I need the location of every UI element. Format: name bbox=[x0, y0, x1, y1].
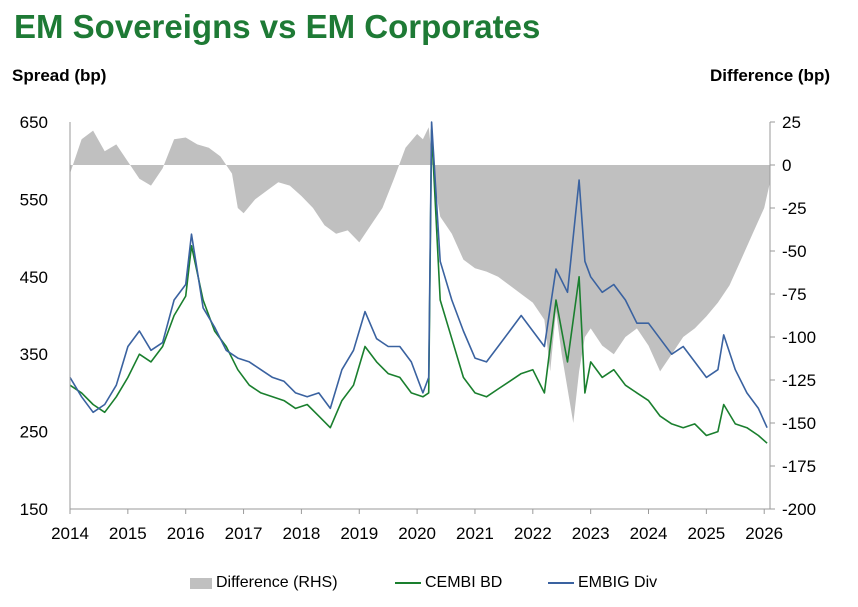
right-tick-label: -125 bbox=[782, 371, 816, 390]
right-tick-label: -200 bbox=[782, 500, 816, 519]
series-line-embig-div bbox=[69, 121, 768, 429]
x-tick-label: 2016 bbox=[167, 524, 205, 543]
left-tick-label: 450 bbox=[20, 268, 48, 287]
x-tick-label: 2021 bbox=[456, 524, 494, 543]
legend-item-cembi: CEMBI BD bbox=[395, 574, 502, 592]
x-tick-label: 2019 bbox=[340, 524, 378, 543]
x-tick-label: 2023 bbox=[572, 524, 610, 543]
right-tick-label: -150 bbox=[782, 414, 816, 433]
x-tick-label: 2025 bbox=[687, 524, 725, 543]
right-tick-label: -75 bbox=[782, 285, 807, 304]
right-axis-label: Difference (bp) bbox=[710, 66, 830, 85]
x-tick-label: 2026 bbox=[745, 524, 783, 543]
x-tick-label: 2015 bbox=[109, 524, 147, 543]
left-axis-label: Spread (bp) bbox=[12, 66, 107, 85]
right-tick-label: 0 bbox=[782, 156, 791, 175]
right-tick-label: -50 bbox=[782, 242, 807, 261]
legend-swatch-embig bbox=[548, 582, 574, 584]
x-tick-label: 2017 bbox=[225, 524, 263, 543]
series-line-cembi-bd bbox=[69, 128, 768, 444]
difference-area bbox=[70, 127, 770, 423]
right-tick-label: -25 bbox=[782, 199, 807, 218]
legend-label-difference: Difference (RHS) bbox=[216, 574, 338, 591]
x-tick-label: 2022 bbox=[514, 524, 552, 543]
right-tick-label: 25 bbox=[782, 113, 801, 132]
legend-swatch-difference bbox=[190, 577, 212, 589]
left-tick-label: 250 bbox=[20, 423, 48, 442]
x-tick-label: 2020 bbox=[398, 524, 436, 543]
x-tick-label: 2018 bbox=[282, 524, 320, 543]
chart-legend: Difference (RHS) CEMBI BD EMBIG Div bbox=[0, 574, 858, 598]
legend-item-difference: Difference (RHS) bbox=[190, 574, 338, 592]
x-tick-label: 2014 bbox=[51, 524, 89, 543]
x-tick-label: 2024 bbox=[630, 524, 668, 543]
legend-item-embig: EMBIG Div bbox=[548, 574, 657, 592]
chart-title: EM Sovereigns vs EM Corporates bbox=[14, 8, 541, 45]
legend-swatch-cembi bbox=[395, 582, 421, 584]
left-tick-label: 150 bbox=[20, 500, 48, 519]
legend-label-cembi: CEMBI BD bbox=[425, 574, 503, 591]
right-tick-label: -175 bbox=[782, 457, 816, 476]
right-tick-label: -100 bbox=[782, 328, 816, 347]
legend-label-embig: EMBIG Div bbox=[578, 574, 658, 591]
left-tick-label: 650 bbox=[20, 113, 48, 132]
left-tick-label: 350 bbox=[20, 345, 48, 364]
left-tick-label: 550 bbox=[20, 190, 48, 209]
